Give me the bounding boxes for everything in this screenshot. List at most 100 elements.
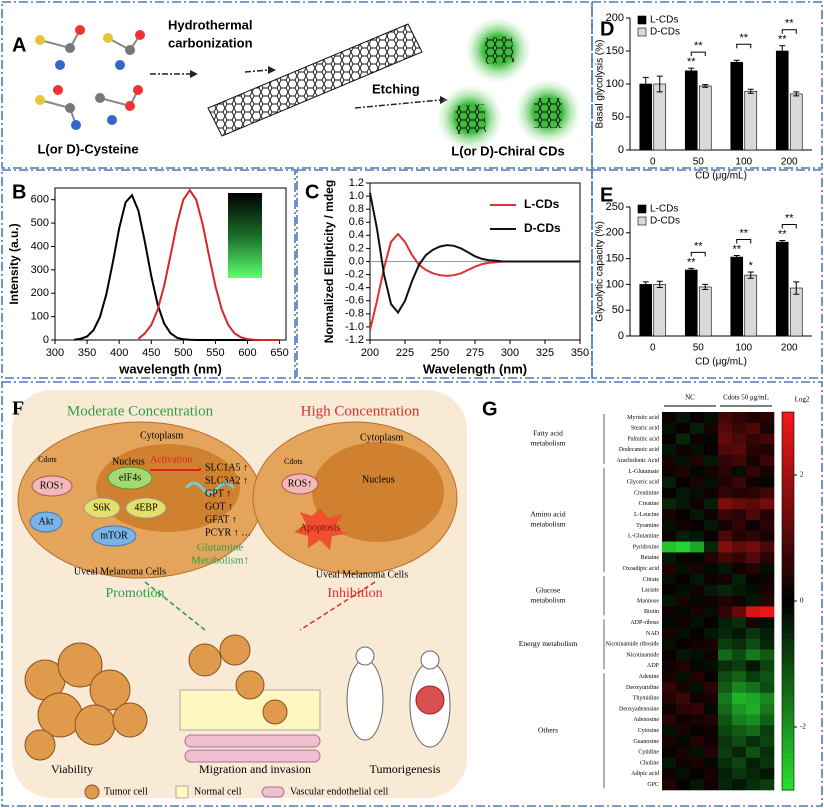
heatmap-cell (704, 714, 719, 726)
heatmap-cell (690, 466, 705, 478)
bar (744, 90, 758, 151)
line-series (137, 188, 280, 341)
heatmap-cell (732, 433, 747, 445)
heatmap-cell (676, 584, 691, 596)
note: Glutamine (197, 542, 244, 554)
colorbar-step (782, 651, 794, 659)
y-tick-label: -1.0 (345, 321, 364, 333)
heatmap-cell (662, 476, 677, 488)
bar (789, 287, 803, 337)
error-bar (747, 271, 754, 279)
heatmap-cell (760, 595, 775, 607)
colorbar-step (782, 412, 794, 419)
shape (125, 101, 135, 111)
heatmap-cell (690, 703, 705, 715)
panel-label: E (600, 184, 613, 206)
heatmap-cell (760, 617, 775, 629)
heatmap-cell (732, 746, 747, 758)
heatmap-cell (690, 563, 705, 575)
node: mTOR (100, 530, 128, 541)
shape (83, 497, 121, 519)
row-label: ADP (647, 663, 660, 669)
row-group: Others (538, 725, 558, 734)
heatmap-cell (676, 509, 691, 521)
heatmap-cell (718, 768, 733, 780)
panel-label: B (12, 181, 26, 203)
colorbar-label: Log2 (795, 396, 810, 404)
heatmap-cell (746, 487, 761, 499)
heatmap-cell (676, 660, 691, 672)
colorbar-step (782, 594, 794, 602)
heatmap-cell (718, 649, 733, 661)
x-tick-label: 50 (693, 343, 705, 354)
heatmap-cell (760, 703, 775, 715)
heatmap-cell (704, 725, 719, 737)
heatmap-cell (690, 692, 705, 704)
shape (190, 70, 198, 78)
heatmap-cell (662, 746, 677, 758)
shape (95, 93, 105, 103)
colorbar-step (782, 645, 794, 652)
node: S6K (93, 502, 112, 513)
tumor-cluster (24, 642, 148, 761)
heatmap-cell (662, 552, 677, 564)
gene: PCYR ↑ … (205, 527, 251, 538)
colorbar-step (782, 708, 794, 715)
heatmap-cell (690, 628, 705, 640)
cell-name: Uveal Melanoma Cells (316, 569, 408, 580)
legend-label: L-CDs (524, 197, 560, 211)
cell-label: Nucleus (112, 456, 145, 467)
heatmap-cell (760, 584, 775, 596)
x-tick-label: 450 (142, 347, 160, 359)
colorbar-step (782, 443, 794, 451)
heatmap-cell (718, 617, 733, 629)
heatmap-cell (704, 692, 719, 704)
heatmap-cell (760, 422, 775, 434)
error-bar (779, 45, 786, 57)
heatmap-cell (718, 736, 733, 748)
y-tick-label: 600 (31, 194, 49, 206)
x-tick-label: 225 (396, 347, 414, 359)
shape (125, 497, 167, 519)
heatmap-cell (676, 703, 691, 715)
heatmap-cell (690, 541, 705, 553)
heatmap-cell (718, 509, 733, 521)
colorbar-step (782, 449, 794, 457)
x-tick-label: 0 (650, 157, 656, 168)
heatmap-cell (718, 455, 733, 467)
row-label: Palmitic acid (628, 436, 660, 442)
colorbar-step (782, 506, 794, 514)
heatmap-cell (662, 617, 677, 629)
vial-photo (228, 193, 262, 278)
shape (84, 784, 100, 800)
legend-swatch (637, 15, 647, 25)
heatmap-cell (718, 638, 733, 650)
colorbar-step (782, 418, 794, 426)
shape (355, 646, 375, 666)
colorbar-step (782, 481, 794, 489)
heatmap-cell (662, 520, 677, 532)
x-tick-label: 350 (571, 347, 589, 359)
row-label: NAD (646, 631, 660, 637)
row-group: Fatty acid (533, 429, 563, 438)
heatmap-cell (732, 476, 747, 488)
shape (281, 473, 319, 495)
colorbar-step (782, 538, 794, 545)
colorbar-step (782, 468, 794, 476)
heatmap-cell (746, 466, 761, 478)
heatmap-cell (732, 530, 747, 542)
heatmap-cell (760, 509, 775, 521)
significance: ** (778, 228, 787, 240)
heatmap-cell (704, 466, 719, 478)
y-tick-label: 100 (31, 311, 49, 323)
bar (744, 274, 758, 337)
heatmap-cell (676, 563, 691, 575)
heading: Moderate Concentration (67, 403, 214, 419)
heatmap-cell (676, 692, 691, 704)
heatmap-cell (760, 574, 775, 586)
shape (420, 650, 440, 670)
row-group: metabolism (531, 439, 566, 448)
heatmap-cell (718, 563, 733, 575)
plot-frame (54, 187, 287, 341)
